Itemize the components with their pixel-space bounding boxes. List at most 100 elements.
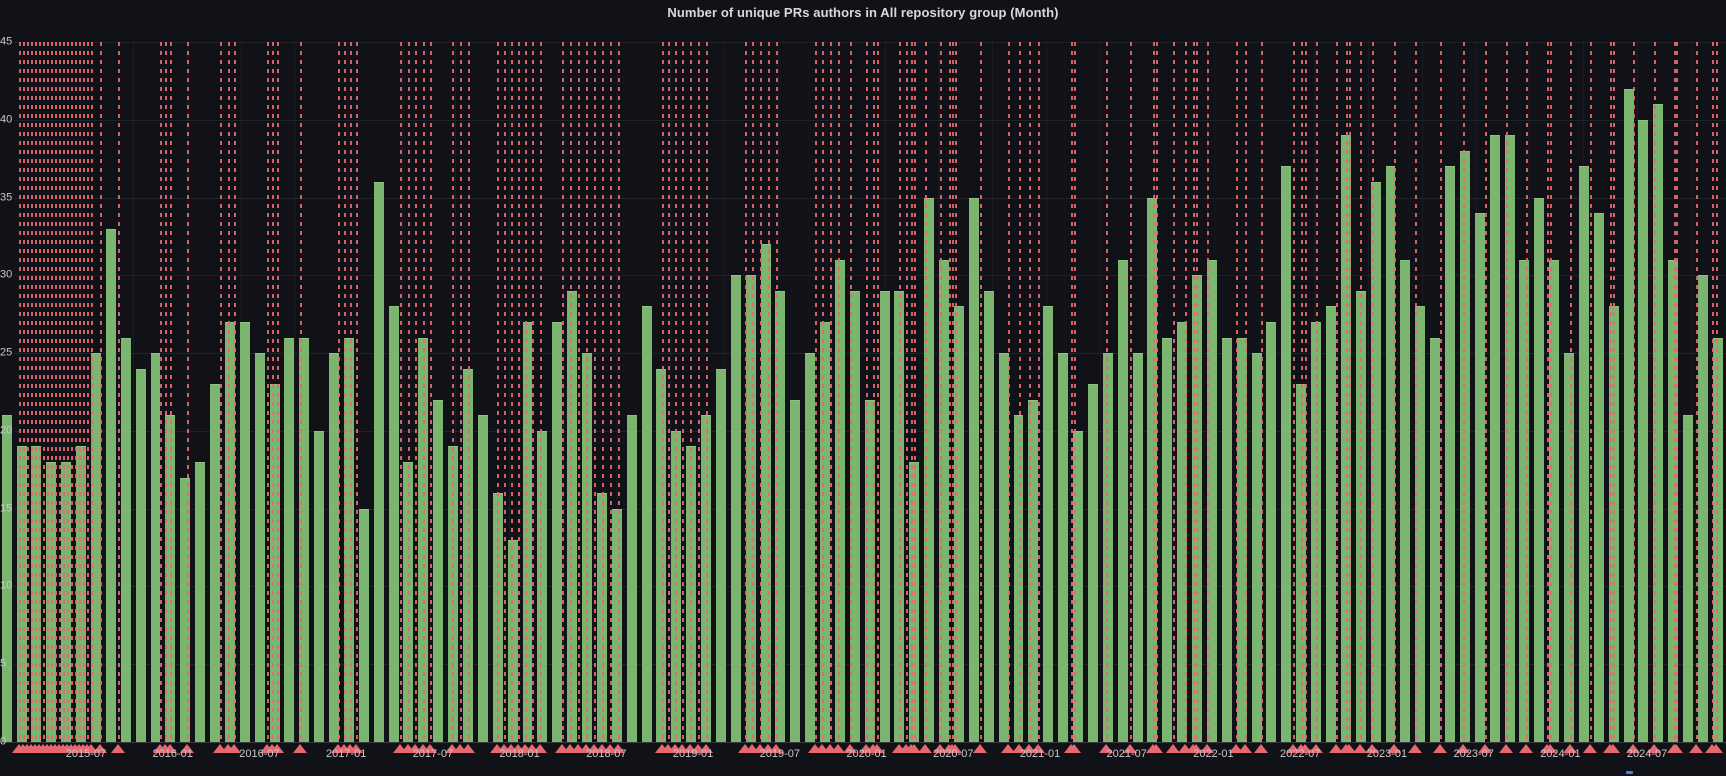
bar-2017-11[interactable] [477,415,488,742]
bar-2016-09[interactable] [269,384,280,742]
annotation-marker-icon[interactable] [917,744,932,753]
bar-2021-10[interactable] [1177,322,1188,742]
bar-2023-05[interactable] [1459,150,1470,742]
bar-2022-05[interactable] [1281,166,1292,742]
annotation-marker-icon[interactable] [1188,744,1203,753]
annotation-marker-icon[interactable] [1668,744,1683,753]
bar-2022-02[interactable] [1236,337,1247,742]
annotation-marker-icon[interactable] [292,744,307,753]
annotation-marker-icon[interactable] [1364,744,1379,753]
bar-2017-07[interactable] [418,337,429,742]
bar-2023-09[interactable] [1519,259,1530,742]
bar-2016-03[interactable] [180,477,191,742]
annotation-marker-icon[interactable] [349,744,364,753]
bar-2022-04[interactable] [1266,322,1277,742]
legend-series-swatch[interactable] [1626,771,1633,774]
annotation-marker-icon[interactable] [111,744,126,753]
annotation-marker-icon[interactable] [1625,744,1640,753]
bar-2017-09[interactable] [448,446,459,742]
annotation-marker-icon[interactable] [92,744,107,753]
annotation-marker-icon[interactable] [1066,744,1081,753]
annotation-marker-icon[interactable] [830,744,845,753]
bar-2018-05[interactable] [567,290,578,742]
panel-title[interactable]: Number of unique PRs authors in All repo… [667,5,1059,20]
bar-2024-08[interactable] [1683,415,1694,742]
annotation-marker-icon[interactable] [1237,744,1252,753]
annotation-marker-icon[interactable] [1285,744,1300,753]
bar-2024-02[interactable] [1593,213,1604,742]
bar-2023-03[interactable] [1430,337,1441,742]
annotation-marker-icon[interactable] [1148,744,1163,753]
bar-2019-03[interactable] [715,368,726,742]
annotation-marker-icon[interactable] [1498,744,1513,753]
bar-2015-05[interactable] [31,446,42,742]
bar-2018-08[interactable] [611,508,622,742]
annotation-marker-icon[interactable] [460,744,475,753]
annotation-marker-icon[interactable] [392,744,407,753]
bar-2018-07[interactable] [596,493,607,742]
bar-2021-02[interactable] [1058,353,1069,742]
bar-2022-08[interactable] [1325,306,1336,742]
annotation-marker-icon[interactable] [1647,744,1662,753]
bar-2020-02[interactable] [879,290,890,742]
bar-2020-09[interactable] [983,290,994,742]
bar-2016-11[interactable] [299,337,310,742]
bar-2024-04[interactable] [1623,88,1634,742]
annotation-marker-icon[interactable] [1582,744,1597,753]
annotation-marker-icon[interactable] [737,744,752,753]
annotation-marker-icon[interactable] [660,744,675,753]
annotation-marker-icon[interactable] [932,744,947,753]
bar-2018-11[interactable] [656,368,667,742]
bar-2023-08[interactable] [1504,135,1515,742]
bar-2015-11[interactable] [120,337,131,742]
annotation-marker-icon[interactable] [611,744,626,753]
bar-2023-01[interactable] [1400,259,1411,742]
bar-2022-07[interactable] [1311,322,1322,742]
bar-2017-06[interactable] [403,462,414,742]
annotation-marker-icon[interactable] [524,744,539,753]
annotation-marker-icon[interactable] [270,744,285,753]
annotation-marker-icon[interactable] [422,744,437,753]
bar-2017-04[interactable] [373,182,384,742]
annotation-marker-icon[interactable] [407,744,422,753]
bar-2019-05[interactable] [745,275,756,742]
annotation-marker-icon[interactable] [1688,744,1703,753]
annotation-marker-icon[interactable] [1478,744,1493,753]
bar-2020-05[interactable] [924,197,935,742]
bar-2017-10[interactable] [462,368,473,742]
bar-2024-03[interactable] [1608,306,1619,742]
bar-2019-08[interactable] [790,399,801,742]
bar-2017-05[interactable] [388,306,399,742]
annotation-marker-icon[interactable] [1708,744,1723,753]
annotation-marker-icon[interactable] [489,744,504,753]
bar-2017-03[interactable] [358,508,369,742]
annotation-marker-icon[interactable] [906,744,921,753]
annotation-marker-icon[interactable] [1407,744,1422,753]
bar-2020-10[interactable] [998,353,1009,742]
annotation-marker-icon[interactable] [533,744,548,753]
annotation-marker-icon[interactable] [752,744,767,753]
bar-2016-10[interactable] [284,337,295,742]
bar-2016-01[interactable] [150,353,161,742]
bar-2021-11[interactable] [1192,275,1203,742]
annotation-marker-icon[interactable] [1387,744,1402,753]
bar-2019-09[interactable] [805,353,816,742]
bar-2016-06[interactable] [224,322,235,742]
bar-2015-09[interactable] [91,353,101,742]
annotation-marker-icon[interactable] [227,744,242,753]
bar-2020-07[interactable] [954,306,964,742]
bar-2020-01[interactable] [864,399,875,742]
bar-2015-06[interactable] [46,462,57,742]
bar-2018-10[interactable] [641,306,652,742]
annotation-marker-icon[interactable] [1012,744,1027,753]
bar-2024-01[interactable] [1578,166,1589,742]
bar-2024-10[interactable] [1712,337,1723,742]
bar-2016-08[interactable] [254,353,265,742]
bar-2015-12[interactable] [135,368,146,742]
annotation-marker-icon[interactable] [891,744,906,753]
annotation-marker-icon[interactable] [698,744,713,753]
bar-2019-10[interactable] [820,322,831,742]
annotation-marker-icon[interactable] [869,744,884,753]
bar-2015-08[interactable] [76,446,87,742]
bar-2021-03[interactable] [1073,430,1083,742]
